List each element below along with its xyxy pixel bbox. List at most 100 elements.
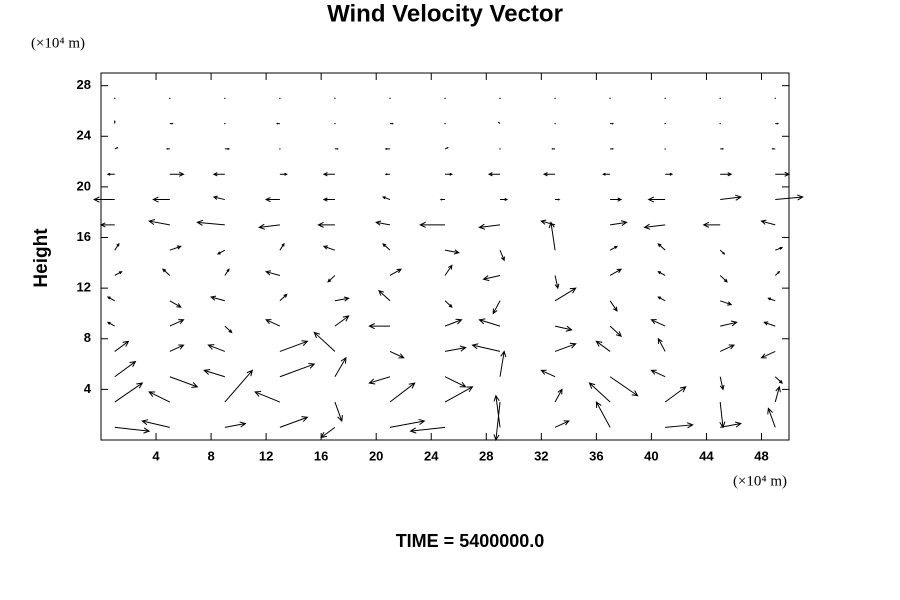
vector-arrow [389,122,394,125]
vector-arrow [152,196,170,203]
vector-arrow [444,249,460,255]
vector-arrow [368,323,390,330]
vector-arrow [212,195,225,201]
y-tick-label: 20 [77,178,91,193]
vector-arrow [114,360,137,378]
vector-arrow [760,350,776,359]
vector-arrow [92,196,115,203]
vector-arrow [165,148,170,150]
vector-arrow [774,385,781,403]
vector-arrow [499,350,507,377]
vector-arrow [720,300,733,306]
vector-arrow [224,325,233,334]
vector-arrow [595,340,611,352]
vector-arrow [106,321,116,327]
vector-arrow [334,401,343,423]
vector-arrow [378,289,391,302]
vector-arrow [254,391,281,403]
x-unit-label: (×10⁴ m) [733,473,787,489]
vector-arrow [664,386,687,403]
vector-arrow [114,242,120,251]
vector-arrow [657,337,666,352]
vector-arrow [279,416,309,428]
vector-arrow [650,369,666,378]
vector-arrow [719,376,725,391]
vector-arrow [224,268,230,276]
vector-arrow [148,391,171,403]
plot-frame [100,72,790,441]
vector-arrow [264,197,280,203]
vector-arrow [169,300,182,308]
vector-arrow [554,287,577,302]
vector-arrow [320,426,336,439]
vector-arrow [478,223,501,230]
vector-arrow [602,172,611,176]
vector-arrow [720,320,738,327]
vector-arrow [775,246,784,251]
vector-arrow [609,376,639,397]
vector-arrow [720,172,733,177]
vector-arrow [322,197,335,202]
vector-arrow [719,401,726,429]
vector-arrow [169,171,185,177]
vector-arrow [141,419,170,428]
vector-arrow [224,369,254,403]
vector-arrow [148,218,170,226]
vector-arrow [444,345,467,352]
vector-arrow [334,296,350,302]
vector-arrow [492,300,501,315]
vector-arrow [493,394,501,428]
vector-arrow [389,350,405,359]
vector-arrow [610,197,623,202]
vector-arrow [317,221,335,228]
vector-arrow [258,223,280,230]
x-tick-label: 48 [754,448,768,463]
vector-arrow [719,275,728,283]
x-tick-label: 12 [259,448,273,463]
vector-arrow [610,148,615,150]
vector-arrow [554,325,573,332]
vector-arrow [389,268,402,276]
vector-arrow [657,243,666,251]
vector-arrow [444,147,449,150]
vector-arrow [444,300,453,308]
vector-arrow [384,147,390,151]
y-tick-label: 12 [77,280,91,295]
chart-title: Wind Velocity Vector [327,0,563,27]
vector-arrow [99,222,115,228]
vector-arrow [588,382,611,403]
vector-arrow [719,249,726,255]
vector-arrow [169,319,185,327]
vector-arrow [382,243,391,251]
vector-arrow [478,318,501,327]
vector-arrow [169,344,185,352]
vector-arrow [444,318,463,327]
vector-arrow [609,245,619,251]
vector-arrow [610,122,615,125]
vector-arrow [114,271,123,276]
x-tick-label: 16 [314,448,328,463]
vector-arrow [609,300,618,312]
x-tick-label: 20 [369,448,383,463]
vector-arrow [279,362,316,378]
vector-arrow [647,196,666,203]
vector-arrow [774,270,781,276]
vector-arrow [775,171,791,177]
vector-arrow [482,274,501,282]
vector-arrow [203,368,225,378]
vector-arrow [720,194,742,201]
vector-arrow [775,122,780,125]
vector-arrow [279,340,309,352]
vector-arrow [209,295,225,302]
vector-arrow [665,172,674,176]
vector-arrow [554,420,570,428]
x-tick-label: 32 [534,448,548,463]
vector-arrow [375,220,391,226]
vector-arrow [444,264,453,276]
vector-arrow [540,369,556,378]
vector-arrow [196,219,225,226]
vector-arrow [542,172,556,177]
y-tick-label: 24 [77,128,92,143]
vector-arrow [169,376,199,388]
